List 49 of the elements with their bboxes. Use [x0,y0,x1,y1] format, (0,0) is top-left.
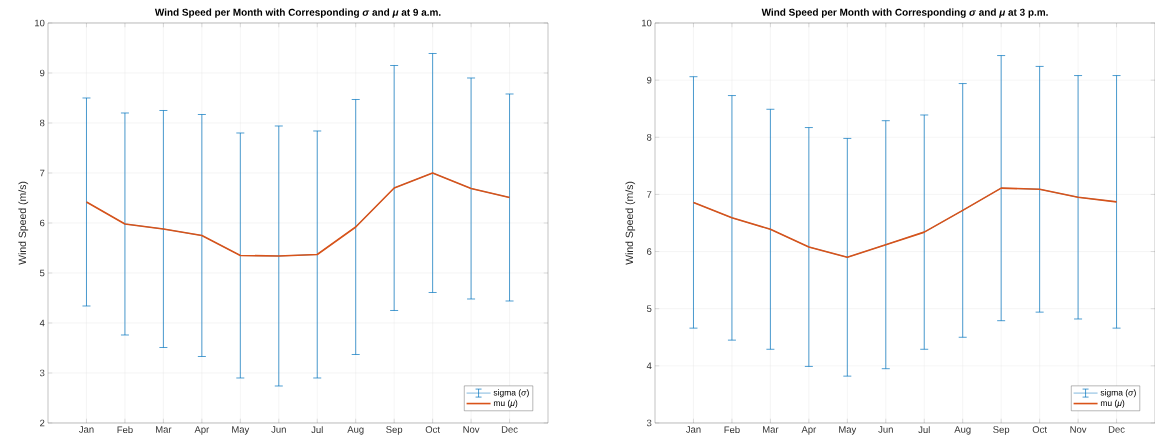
x-tick-label: Mar [763,426,779,433]
y-tick-label: 9 [647,76,652,84]
y-tick-label: 6 [40,219,45,227]
y-tick-label: 4 [646,362,652,370]
legend-label: sigma (σ) [493,389,529,398]
y-tick-label: 6 [647,248,652,255]
y-tick-label: 5 [646,305,652,312]
x-tick-label: Jul [311,426,323,434]
x-tick-label: Oct [425,426,440,433]
y-tick-label: 2 [40,419,45,427]
x-tick-label: Nov [1070,426,1087,433]
x-tick-label: May [232,426,250,435]
x-tick-label: Apr [194,426,210,435]
chart-title: Wind Speed per Month with Corresponding σ and μ at 9 a.m. [154,8,441,18]
x-tick-label: Sep [993,426,1010,435]
y-axis-title: Wind Speed (m/s) [18,181,29,265]
y-tick-label: 3 [39,369,45,377]
legend-label: mu (μ) [1100,399,1125,408]
x-tick-label: Jul [918,426,930,434]
y-tick-label: 10 [35,19,45,27]
x-tick-label: Jun [878,426,893,433]
x-tick-label: Apr [801,426,817,435]
x-tick-label: May [839,426,857,435]
chart-title: Wind Speed per Month with Corresponding σ and μ at 3 p.m. [761,8,1048,18]
x-tick-label: Aug [954,426,971,435]
x-tick-label: Nov [463,426,480,433]
y-tick-label: 9 [40,69,45,77]
y-tick-label: 4 [39,319,45,327]
x-tick-label: Aug [347,426,364,435]
x-tick-label: Jun [271,426,286,433]
y-tick-label: 7 [647,191,652,198]
x-tick-label: Mar [156,426,172,433]
legend-label: mu (μ) [493,399,518,408]
y-tick-label: 5 [39,269,45,277]
x-tick-label: Feb [117,426,133,434]
x-tick-label: Jan [685,426,701,433]
y-tick-label: 8 [39,119,45,127]
legend-label: sigma (σ) [1100,389,1136,398]
y-axis-title: Wind Speed (m/s) [625,181,636,265]
x-tick-label: Dec [1108,426,1125,433]
x-tick-label: Sep [386,426,403,435]
y-tick-label: 3 [646,419,652,427]
x-tick-label: Oct [1032,426,1047,433]
y-tick-label: 8 [646,133,652,141]
y-tick-label: 7 [40,169,45,177]
x-tick-label: Dec [501,426,518,433]
x-tick-label: Feb [724,426,740,434]
x-tick-label: Jan [78,426,94,433]
y-tick-label: 10 [642,19,652,27]
